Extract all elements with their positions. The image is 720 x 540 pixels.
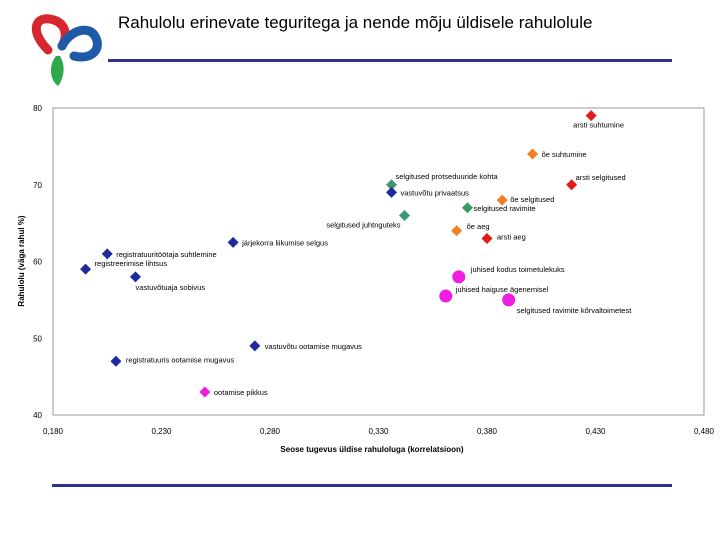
data-point-label: vastuvõtuaja sobivus [135,283,205,292]
x-tick-label: 0,480 [694,427,715,436]
scatter-chart: 80 70 60 50 40 0,180 0,230 0,280 0,330 0,380 0,43… [17,104,715,454]
data-point-marker [496,194,508,206]
data-point-marker [80,263,92,275]
data-point-label: selgitused juhtnguteks [326,220,400,229]
data-point-marker [481,232,493,244]
data-point-label: selgitused protseduuride kohta [396,172,499,181]
data-point-marker [502,293,516,307]
y-tick-label: 70 [33,181,42,190]
data-point-marker [386,179,398,191]
data-point-label: arsti suhtumine [573,121,624,130]
data-point-label: vastuvõtu ootamise mugavus [265,342,362,351]
logo-blue-loop [57,25,102,62]
x-axis-label: Seose tugevus üldise rahuloluga (korrela… [280,445,463,454]
x-tick-label: 0,430 [585,427,606,436]
data-point-label: järjekorra liikumise selgus [241,238,328,247]
x-tick-label: 0,380 [477,427,498,436]
x-tick-label: 0,280 [260,427,281,436]
data-point-marker [101,248,113,260]
data-point-marker [199,386,211,398]
data-point-marker [399,209,411,221]
y-axis-label: Rahulolu (väga rahul %) [17,215,26,306]
data-point-label: registreerimise lihtsus [95,259,168,268]
data-point-label: õe selgitused [510,195,554,204]
data-point-marker [527,148,539,160]
data-point-label: selgitused ravimite [473,204,535,213]
data-point-marker [439,289,453,303]
y-tick-labels: 80 70 60 50 40 [33,104,42,420]
data-point-marker [451,225,463,237]
y-tick-label: 40 [33,411,42,420]
x-tick-label: 0,230 [151,427,172,436]
y-tick-label: 60 [33,258,42,267]
title-rule [108,59,672,62]
data-point-label: õe suhtumine [542,150,587,159]
x-tick-labels: 0,180 0,230 0,280 0,330 0,380 0,430 0,480 [43,427,715,436]
data-point-label: vastuvõtu privaatsus [401,188,470,197]
data-point-marker [461,202,473,214]
data-point-marker [227,236,239,248]
data-point-label: arsti aeg [497,232,526,241]
data-point-label: ootamise pikkus [214,388,268,397]
data-point-marker [110,355,122,367]
logo-green-leaf [50,56,64,86]
bottom-rule [52,484,672,487]
data-point-label: registratuuritöötaja suhtlemine [116,250,216,259]
data-point-marker [249,340,261,352]
data-point-label: registratuuris ootamise mugavus [126,355,235,364]
data-point-label: selgitused ravimite kõrvaltoimetest [517,306,633,315]
data-point-label: juhised haiguse ägenemisel [455,285,549,294]
data-point-label: juhised kodus toimetulekuks [470,265,565,274]
plot-area [52,107,705,416]
data-point-label: õe aeg [467,222,490,231]
y-tick-label: 80 [33,104,42,113]
logo-icon [31,14,102,86]
data-point-marker [566,179,578,191]
slide-title: Rahulolu erinevate teguritega ja nende m… [118,13,593,32]
y-tick-label: 50 [33,334,42,343]
data-point-marker [585,110,597,122]
data-point-marker [129,271,141,283]
x-tick-label: 0,330 [368,427,389,436]
x-tick-label: 0,180 [43,427,64,436]
data-point-label: arsti selgitused [576,173,626,182]
data-point-marker [452,270,466,284]
data-points: arsti suhtumine õe suhtumine arsti selgitu… [80,110,633,398]
data-point-marker [386,186,398,198]
